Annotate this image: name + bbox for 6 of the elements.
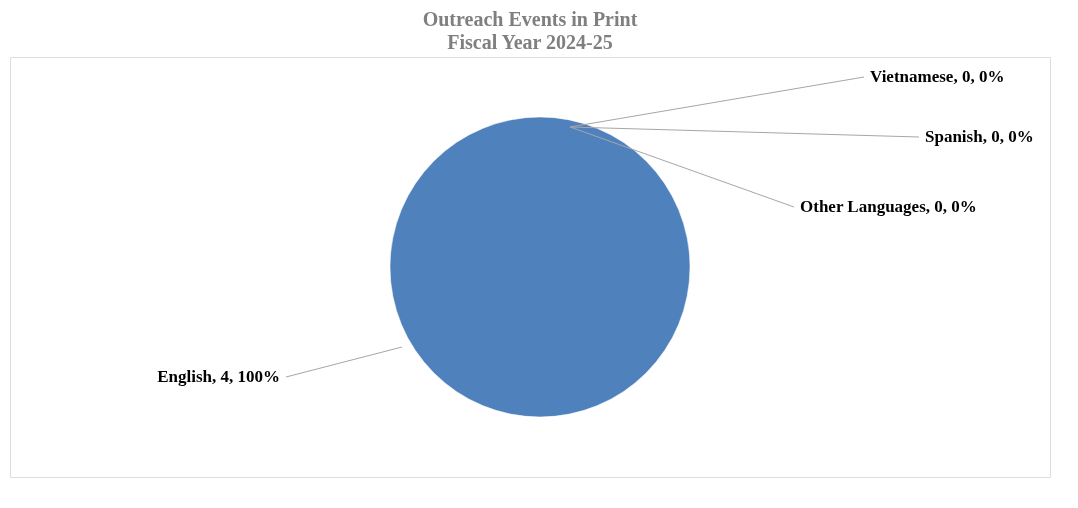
category-label: Other Languages, 0, 0% xyxy=(800,197,977,216)
chart-title: Outreach Events in Print xyxy=(422,8,638,30)
slice-label: English, 4, 100% xyxy=(157,367,280,386)
category-label: Vietnamese, 0, 0% xyxy=(870,67,1005,86)
category-label: Spanish, 0, 0% xyxy=(925,127,1034,146)
chart-subtitle: Fiscal Year 2024-25 xyxy=(447,31,613,53)
